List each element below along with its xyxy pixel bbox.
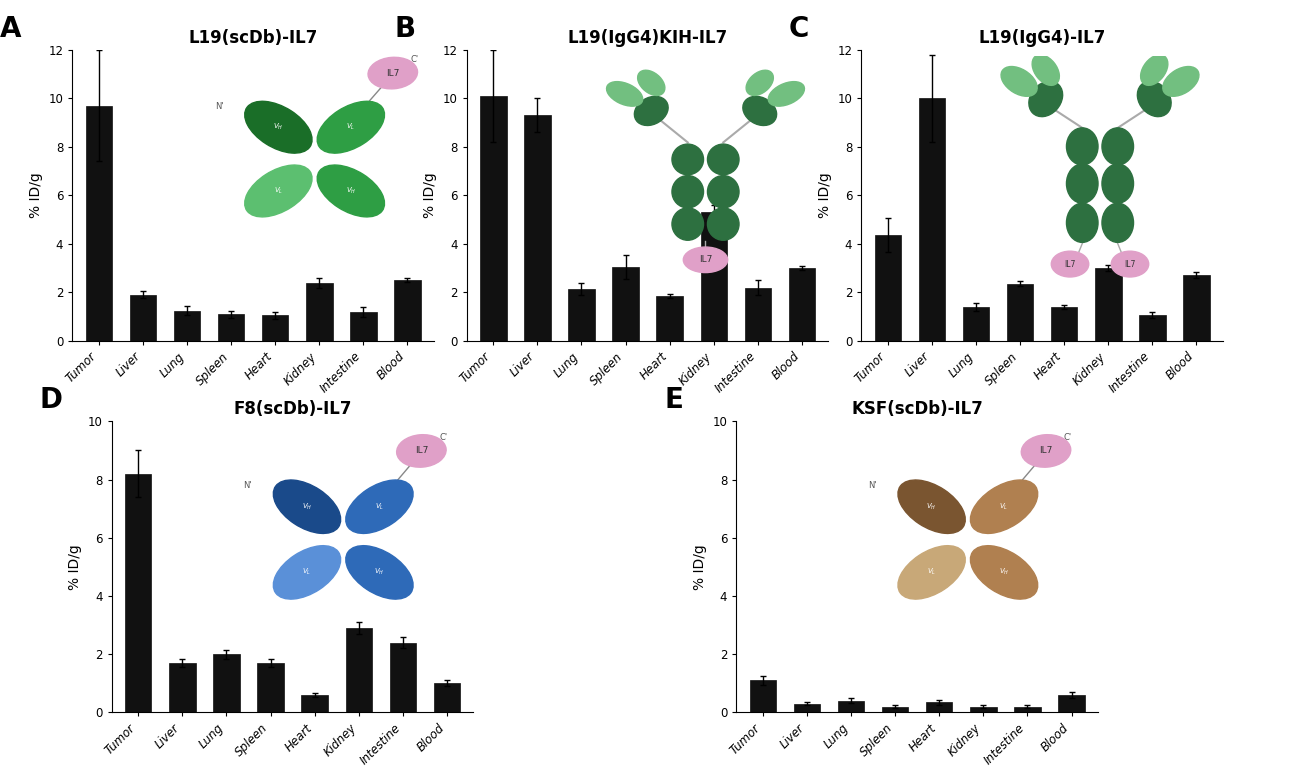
Bar [262, 316, 288, 341]
Bar [970, 706, 997, 712]
Bar [1139, 316, 1165, 341]
Text: A: A [0, 15, 21, 43]
Bar [1059, 695, 1085, 712]
Y-axis label: % ID/g: % ID/g [818, 172, 832, 218]
Bar [656, 296, 682, 341]
Bar [744, 287, 771, 341]
Y-axis label: % ID/g: % ID/g [68, 544, 83, 590]
Bar [794, 704, 821, 712]
Bar [170, 663, 196, 712]
Bar [1095, 268, 1122, 341]
Title: KSF(scDb)-IL7: KSF(scDb)-IL7 [851, 401, 984, 418]
Title: L19(IgG4)KIH-IL7: L19(IgG4)KIH-IL7 [568, 29, 727, 47]
Y-axis label: % ID/g: % ID/g [29, 172, 43, 218]
Bar [434, 683, 460, 712]
Bar [882, 706, 909, 712]
Bar [394, 280, 421, 341]
Bar [613, 267, 639, 341]
Bar [346, 628, 372, 712]
Bar [1051, 307, 1077, 341]
Bar [213, 654, 239, 712]
Bar [874, 235, 901, 341]
Bar [1007, 284, 1034, 341]
Bar [389, 643, 416, 712]
Bar [525, 115, 551, 341]
Y-axis label: % ID/g: % ID/g [693, 544, 707, 590]
Bar [789, 268, 815, 341]
Bar [306, 283, 333, 341]
Text: C: C [789, 15, 809, 43]
Text: B: B [394, 15, 416, 43]
Bar [85, 106, 112, 341]
Bar [350, 312, 376, 341]
Bar [838, 701, 864, 712]
Bar [926, 702, 952, 712]
Bar [301, 695, 327, 712]
Bar [1184, 275, 1210, 341]
Bar [174, 310, 200, 341]
Bar [130, 295, 156, 341]
Bar [568, 289, 594, 341]
Bar [919, 98, 945, 341]
Title: L19(scDb)-IL7: L19(scDb)-IL7 [188, 29, 318, 47]
Bar [750, 680, 776, 712]
Bar [258, 663, 284, 712]
Bar [218, 314, 245, 341]
Text: E: E [664, 386, 682, 414]
Title: F8(scDb)-IL7: F8(scDb)-IL7 [233, 401, 352, 418]
Bar [963, 307, 989, 341]
Text: D: D [39, 386, 62, 414]
Title: L19(IgG4)-IL7: L19(IgG4)-IL7 [978, 29, 1106, 47]
Bar [701, 212, 727, 341]
Bar [125, 473, 151, 712]
Bar [480, 96, 506, 341]
Bar [1014, 706, 1040, 712]
Y-axis label: % ID/g: % ID/g [423, 172, 438, 218]
